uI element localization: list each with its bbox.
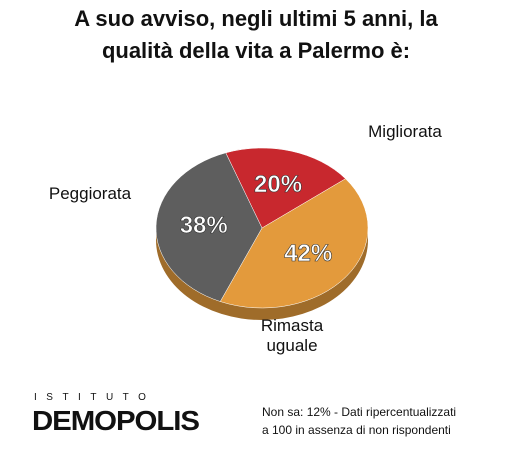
value-label: 38% xyxy=(180,212,228,239)
category-label: Peggiorata xyxy=(48,184,132,203)
note: a 100 in assenza di non rispondenti xyxy=(262,423,451,437)
pie-slice xyxy=(225,147,346,229)
pie-slice xyxy=(219,178,369,309)
logo-text: ISTITUTO xyxy=(34,392,156,403)
category-label: Migliorata xyxy=(368,122,442,141)
chart-title: qualità della vita a Palermo è: xyxy=(101,38,411,63)
category-label: Rimasta uguale xyxy=(260,316,324,355)
note: Non sa: 12% - Dati ripercentualizzati xyxy=(262,405,457,419)
chart-title: A suo avviso, negli ultimi 5 anni, la xyxy=(74,6,438,31)
value-label: 20% xyxy=(254,171,302,198)
value-label: 42% xyxy=(284,240,332,267)
logo-text: DEMOPOLIS xyxy=(32,405,200,436)
pie-slice xyxy=(155,152,263,302)
